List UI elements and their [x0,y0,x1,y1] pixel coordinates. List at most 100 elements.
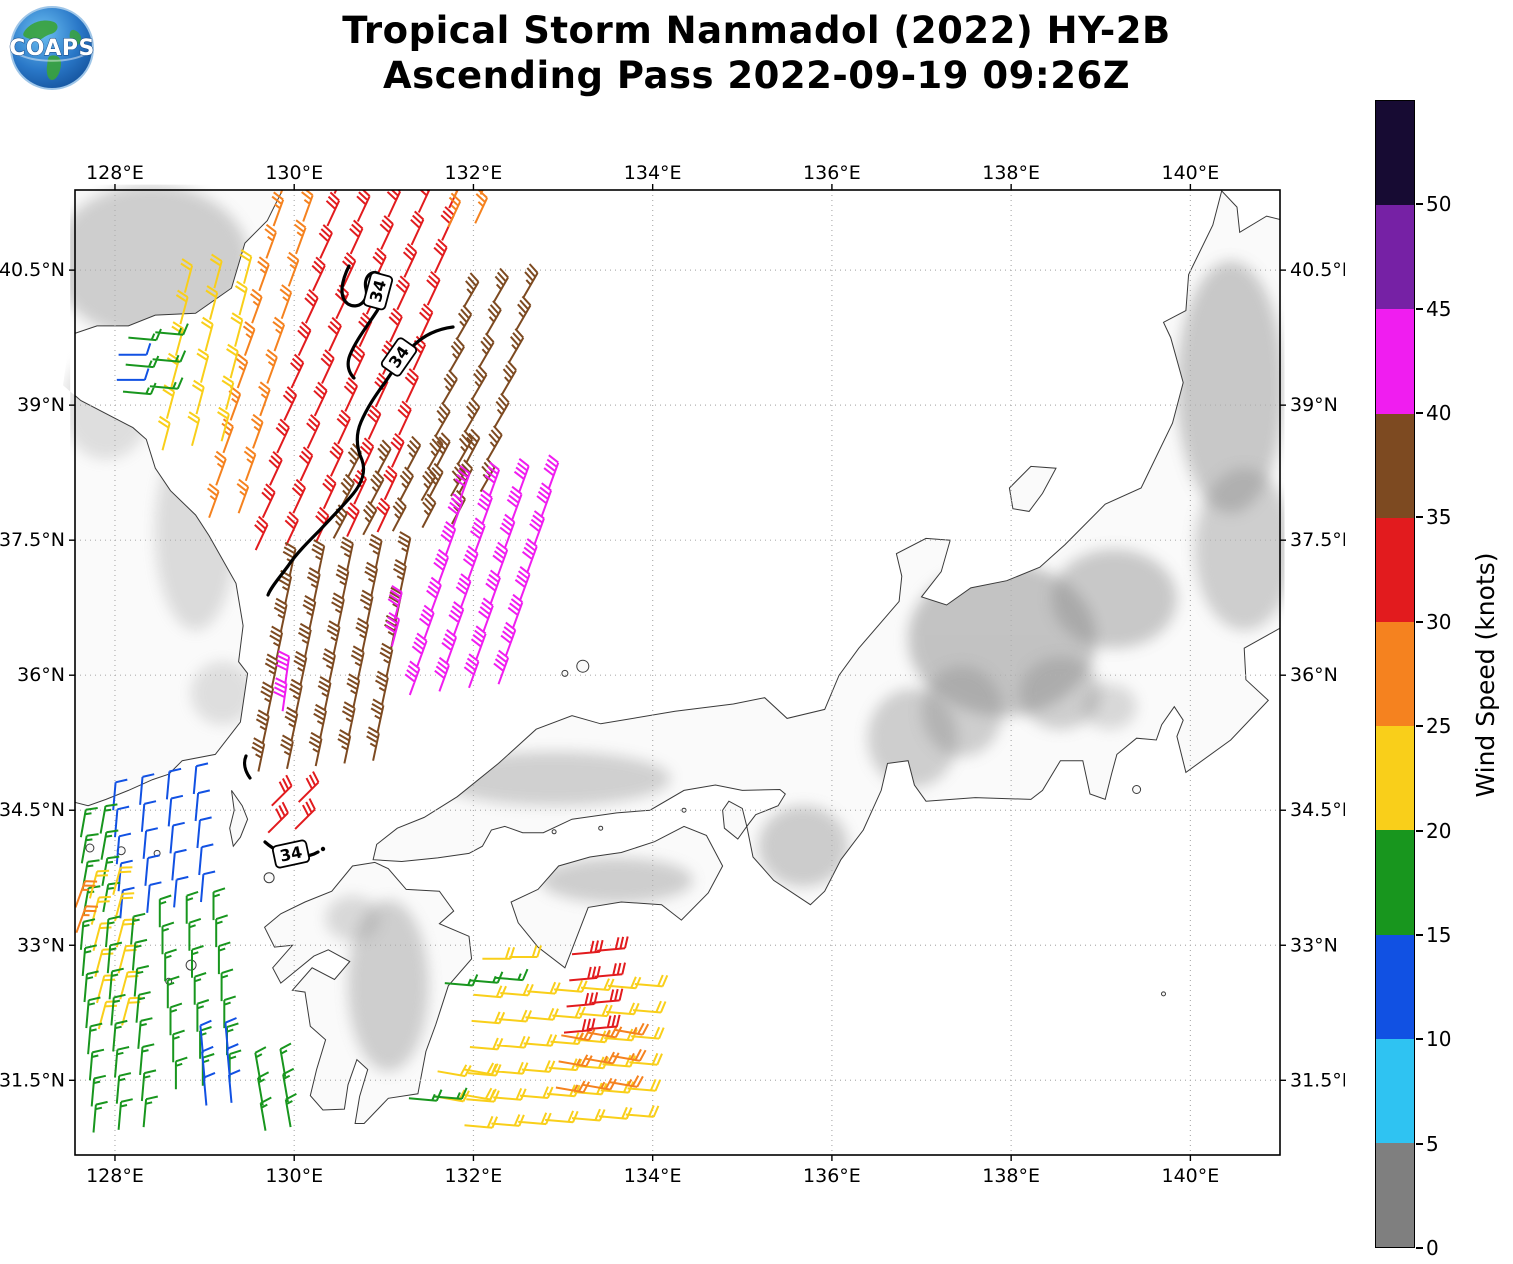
colorbar-tick [1416,307,1423,310]
terrain-shade [1082,684,1137,730]
small-island [1132,785,1142,794]
contour-label-box [271,839,311,869]
terrain-shade [437,751,671,806]
colorbar-segment-35-40 [1376,413,1414,518]
y-tick-label-left: 39°N [17,394,65,416]
barb-cluster-magenta-small [273,650,291,712]
small-island [551,829,557,835]
coast-tsushima [229,790,249,848]
x-tick-label-bottom: 138°E [982,1165,1040,1187]
map-plot: 343434128°E128°E130°E130°E132°E132°E134°… [0,162,1345,1187]
terrain-shade [348,900,429,1072]
barb-cluster-yellow-pacific-west [435,1062,499,1103]
barb-cluster-red-strait [267,771,320,834]
colorbar-tick [1416,203,1423,206]
barb-cluster-orange-west-corner [75,880,99,934]
colorbar-tick-label: 30 [1426,609,1452,634]
barb-cluster-green-west-column [79,803,121,916]
colorbar-segment-5-10 [1376,1038,1414,1143]
coast-korea [75,190,284,807]
small-island [263,872,275,884]
colorbar-tick-label: 45 [1426,296,1452,321]
barb-cluster-blue-northwest [116,342,152,381]
small-island [561,669,569,677]
colorbar-segment-15-20 [1376,830,1414,935]
land-korea [75,190,283,806]
x-tick-label-top: 140°E [1161,162,1219,184]
globe-land-north [23,20,58,41]
contour-label-box [380,337,418,377]
coast-awaji [722,800,748,840]
y-tick-label-left: 33°N [17,934,65,956]
colorbar-segment-50-55 [1376,101,1414,206]
coaps-globe-icon: COAPS [9,6,95,90]
barb-cluster-yellow-west-band [157,249,253,451]
colorbar-segment-10-15 [1376,934,1414,1039]
contour-label-group: 34 [362,271,394,311]
colorbar-tick-label: 35 [1426,505,1452,530]
y-tick-label-right: 31.5°N [1290,1069,1345,1091]
barb-cluster-yellow-pacific-north [482,945,542,960]
x-tick-label-bottom: 136°E [803,1165,861,1187]
y-tick-label-right: 39°N [1290,394,1338,416]
y-tick-label-right: 37.5°N [1290,529,1345,551]
globe-land-south [46,55,61,80]
contour-label-box [362,271,394,311]
colorbar-tick [1416,412,1423,415]
barb-cluster-blue-southwest [112,762,216,919]
land-sado [1009,466,1056,512]
barb-cluster-orange-west-edge [206,190,314,519]
y-tick-label-left: 31.5°N [0,1069,65,1091]
terrain-shade [191,661,254,725]
terrain-shade [1051,549,1177,649]
coast-honshu [372,190,1280,906]
colorbar-segment-30-35 [1376,517,1414,622]
coast-kyushu [263,861,473,1124]
colorbar-tick-label: 10 [1426,1027,1452,1052]
colorbar-tick-label: 5 [1426,1131,1439,1156]
barb-cluster-blue-south [199,1017,241,1106]
x-tick-label-top: 128°E [86,162,144,184]
x-tick-label-top: 138°E [982,162,1040,184]
small-island [1161,991,1166,997]
x-tick-label-top: 136°E [803,162,861,184]
contour-point [320,846,326,852]
terrain-shade [1194,468,1285,631]
colorbar-tick [1416,620,1423,623]
barb-cluster-magenta-main [404,454,560,696]
x-tick-label-bottom: 134°E [624,1165,682,1187]
terrain-shade [540,857,693,903]
title-line-2: Ascending Pass 2022-09-19 09:26Z [382,54,1131,98]
colorbar-tick [1416,516,1423,519]
barb-cluster-orange-north-east [447,190,489,228]
barb-cluster-red-pacific [563,936,629,1034]
title-line-1: Tropical Storm Nanmadol (2022) HY-2B [342,9,1171,52]
y-tick-label-right: 34.5°N [1290,799,1345,821]
colorbar-segment-25-30 [1376,621,1414,727]
colorbar-segment-45-50 [1376,205,1414,310]
terrain-shade [325,895,380,941]
barb-cluster-red-main [254,190,459,551]
x-tick-label-bottom: 140°E [1161,1165,1219,1187]
barb-cluster-magenta-west [384,584,403,647]
axis-layer: 128°E 128°E 130°E 130°E 132°E 132°E 134°E 134°E… [0,162,1345,1187]
barb-cluster-orange-pacific [555,1022,650,1094]
colorbar-tick [1416,933,1423,936]
barb-cluster-green-pacific-a [444,968,529,987]
x-tick-label-top: 134°E [624,162,682,184]
colorbar-tick [1416,1038,1423,1041]
barb-cluster-green-southwest-b [158,887,242,1090]
terrain-shade [1176,261,1285,514]
colorbar-segment-40-45 [1376,309,1414,414]
coast-shikoku [510,825,724,969]
terrain-layer [63,184,1285,1072]
x-tick-label-top: 130°E [265,162,323,184]
coaps-logo-text: COAPS [9,36,95,61]
y-tick-label-left: 34.5°N [0,799,65,821]
colorbar-tick-label: 40 [1426,401,1452,426]
terrain-shade [63,184,250,338]
x-tick-label-bottom: 130°E [265,1165,323,1187]
globe-land-east [69,29,82,46]
contour-label: 34 [278,842,304,865]
